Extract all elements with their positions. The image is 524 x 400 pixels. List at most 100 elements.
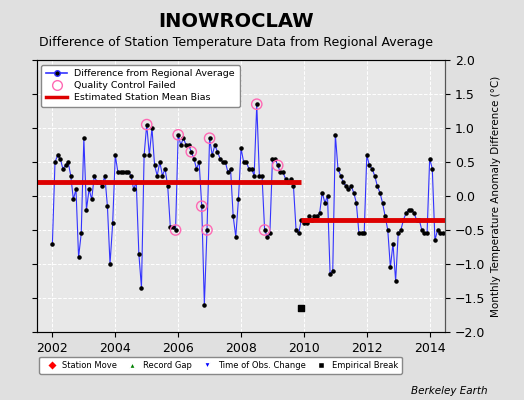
Point xyxy=(386,264,395,270)
Point xyxy=(216,155,224,162)
Point xyxy=(378,200,387,206)
Point xyxy=(85,186,93,192)
Point xyxy=(221,159,230,165)
Point xyxy=(423,230,431,236)
Point xyxy=(279,169,287,175)
Point xyxy=(229,213,237,220)
Point xyxy=(182,142,190,148)
Point xyxy=(171,227,180,233)
Point xyxy=(224,169,232,175)
Point xyxy=(234,196,243,202)
Point xyxy=(373,182,381,189)
Point xyxy=(61,162,70,169)
Point xyxy=(187,148,195,155)
Point xyxy=(137,285,146,291)
Point xyxy=(321,200,329,206)
Point xyxy=(418,227,426,233)
Point xyxy=(300,220,308,226)
Point xyxy=(237,145,245,152)
Point xyxy=(394,230,402,236)
Point xyxy=(177,142,185,148)
Point xyxy=(391,278,400,284)
Text: INOWROCLAW: INOWROCLAW xyxy=(158,12,313,31)
Point xyxy=(368,166,376,172)
Point xyxy=(145,152,154,158)
Point xyxy=(344,186,353,192)
Point xyxy=(255,172,264,179)
Point xyxy=(302,220,311,226)
Point xyxy=(433,227,442,233)
Point xyxy=(203,227,211,233)
Point xyxy=(82,206,91,213)
Point xyxy=(64,159,72,165)
Point xyxy=(108,220,117,226)
Point xyxy=(268,155,277,162)
Point xyxy=(95,179,104,186)
Point xyxy=(339,179,347,186)
Point xyxy=(171,227,180,233)
Point xyxy=(360,230,368,236)
Point xyxy=(74,254,83,260)
Point xyxy=(198,203,206,209)
Point xyxy=(281,176,290,182)
Point xyxy=(208,152,216,158)
Point xyxy=(116,169,125,175)
Point xyxy=(184,142,193,148)
Point xyxy=(72,186,80,192)
Point xyxy=(127,172,135,179)
Point xyxy=(239,159,248,165)
Point xyxy=(111,152,119,158)
Point xyxy=(156,159,164,165)
Point xyxy=(350,189,358,196)
Point xyxy=(342,182,350,189)
Point xyxy=(98,182,106,189)
Point xyxy=(370,172,379,179)
Point xyxy=(163,182,172,189)
Point xyxy=(158,172,167,179)
Point xyxy=(313,213,321,220)
Point xyxy=(143,121,151,128)
Point xyxy=(266,230,274,236)
Text: Difference of Station Temperature Data from Regional Average: Difference of Station Temperature Data f… xyxy=(39,36,433,49)
Point xyxy=(365,162,374,169)
Point xyxy=(263,234,271,240)
Point xyxy=(103,203,112,209)
Point xyxy=(436,230,444,236)
Point xyxy=(135,250,143,257)
Point xyxy=(397,227,405,233)
Point xyxy=(428,166,436,172)
Point xyxy=(284,179,292,186)
Point xyxy=(232,234,240,240)
Point xyxy=(213,148,222,155)
Point xyxy=(260,227,269,233)
Point xyxy=(48,240,57,247)
Point xyxy=(260,227,269,233)
Point xyxy=(250,172,258,179)
Point xyxy=(381,213,389,220)
Point xyxy=(51,159,59,165)
Point xyxy=(93,179,101,186)
Point xyxy=(150,162,159,169)
Point xyxy=(245,166,253,172)
Point xyxy=(407,206,416,213)
Text: Berkeley Earth: Berkeley Earth xyxy=(411,386,487,396)
Point xyxy=(276,169,285,175)
Point xyxy=(410,210,418,216)
Point xyxy=(431,237,439,243)
Point xyxy=(318,189,326,196)
Point xyxy=(169,223,177,230)
Point xyxy=(205,135,214,141)
Point xyxy=(166,223,174,230)
Point xyxy=(174,132,182,138)
Point xyxy=(242,159,250,165)
Point xyxy=(271,155,279,162)
Point xyxy=(405,206,413,213)
Point xyxy=(226,166,235,172)
Point xyxy=(53,152,62,158)
Point xyxy=(297,216,305,223)
Point xyxy=(195,159,203,165)
Point xyxy=(56,155,64,162)
Point xyxy=(399,216,408,223)
Point xyxy=(308,216,316,223)
Point xyxy=(363,152,371,158)
